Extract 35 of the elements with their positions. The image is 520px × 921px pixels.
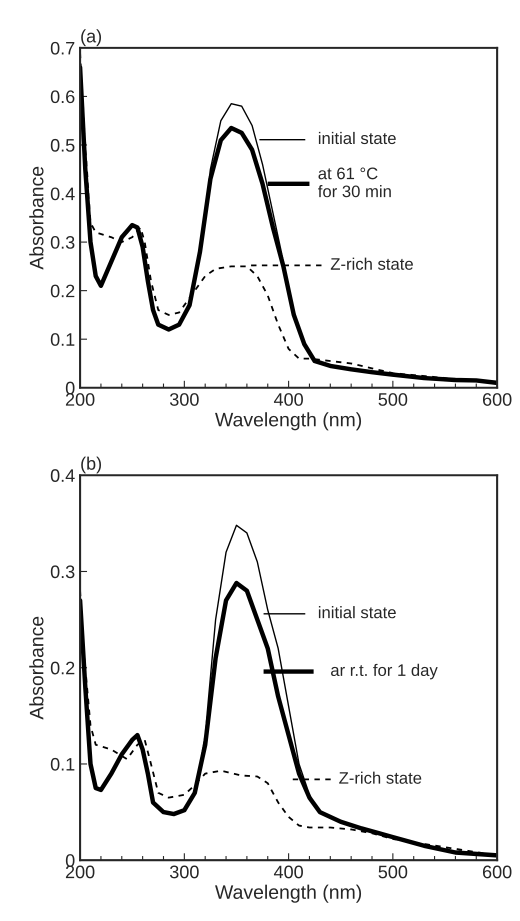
y-tick-label: 0.2 <box>50 662 74 674</box>
x-tick-label: 300 <box>170 393 199 406</box>
x-tick-label: 200 <box>66 866 94 878</box>
x-tick-label: 400 <box>274 866 303 878</box>
legend-label: ar r.t. for 1 day <box>331 664 438 680</box>
y-tick-label: 0.4 <box>50 187 75 200</box>
y-tick-label: 0.4 <box>50 469 75 482</box>
x-axis-title: Wavelength (nm) <box>215 412 362 430</box>
chart-title: (a) <box>81 29 102 46</box>
legend-label: Z-rich state <box>339 772 422 784</box>
y-tick-label: 0.5 <box>50 138 74 152</box>
y-tick-label: 0 <box>66 854 75 867</box>
y-axis-title: Absorbance <box>29 616 44 720</box>
y-tick-label: 0.3 <box>50 565 74 578</box>
legend-label: Z-rich state <box>330 258 413 270</box>
x-tick-label: 400 <box>274 393 303 406</box>
chart-title: (b) <box>81 456 102 474</box>
x-tick-label: 600 <box>482 393 512 406</box>
x-tick-label: 300 <box>170 866 199 878</box>
x-tick-label: 500 <box>378 393 408 406</box>
x-axis-title: Wavelength (nm) <box>215 884 362 903</box>
y-axis-title: Absorbance <box>29 166 44 270</box>
legend-label: initial state <box>318 132 396 144</box>
x-tick-label: 600 <box>482 866 512 878</box>
legend-label: initial state <box>318 606 396 618</box>
y-tick-label: 0.1 <box>50 758 74 771</box>
x-tick-label: 200 <box>66 393 94 406</box>
x-tick-label: 500 <box>378 866 408 878</box>
y-tick-label: 0 <box>66 382 75 394</box>
y-tick-label: 0.3 <box>50 236 74 249</box>
y-tick-label: 0.6 <box>50 90 74 104</box>
y-tick-label: 0.1 <box>50 333 74 346</box>
y-tick-label: 0.2 <box>50 284 74 298</box>
y-tick-label: 0.7 <box>50 42 74 55</box>
legend-label: at 61 °C for 30 min <box>318 168 391 198</box>
